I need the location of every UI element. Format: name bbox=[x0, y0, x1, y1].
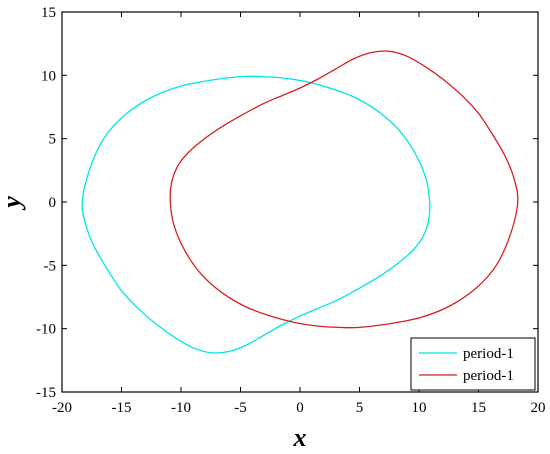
y-tick-label: -10 bbox=[36, 322, 56, 338]
series-line-1 bbox=[81, 75, 431, 354]
plot-frame bbox=[61, 11, 539, 393]
legend: period-1 period-1 bbox=[410, 337, 536, 391]
y-axis-title: y bbox=[0, 196, 26, 211]
x-axis-title: x bbox=[293, 423, 307, 452]
legend-label-1: period-1 bbox=[463, 346, 514, 362]
y-tick-label: 10 bbox=[41, 68, 56, 84]
x-tick-label: -15 bbox=[112, 400, 132, 416]
y-tick-label: -5 bbox=[44, 258, 57, 274]
y-tick-label: 15 bbox=[41, 5, 56, 21]
x-tick-label: 15 bbox=[471, 400, 486, 416]
legend-box bbox=[410, 337, 536, 391]
x-tick-label: 20 bbox=[531, 400, 546, 416]
y-tick-label: 0 bbox=[49, 195, 57, 211]
series-line-2 bbox=[169, 50, 519, 329]
x-tick-label: 5 bbox=[356, 400, 364, 416]
y-tick-label: 5 bbox=[49, 132, 57, 148]
x-tick-label: -20 bbox=[52, 400, 72, 416]
legend-label-2: period-1 bbox=[463, 368, 514, 384]
x-tick-label: -10 bbox=[171, 400, 191, 416]
x-tick-label: 10 bbox=[412, 400, 427, 416]
x-tick-label: 0 bbox=[296, 400, 304, 416]
x-tick-label: -5 bbox=[234, 400, 247, 416]
y-tick-label: -15 bbox=[36, 385, 56, 401]
series-layer bbox=[81, 50, 519, 354]
